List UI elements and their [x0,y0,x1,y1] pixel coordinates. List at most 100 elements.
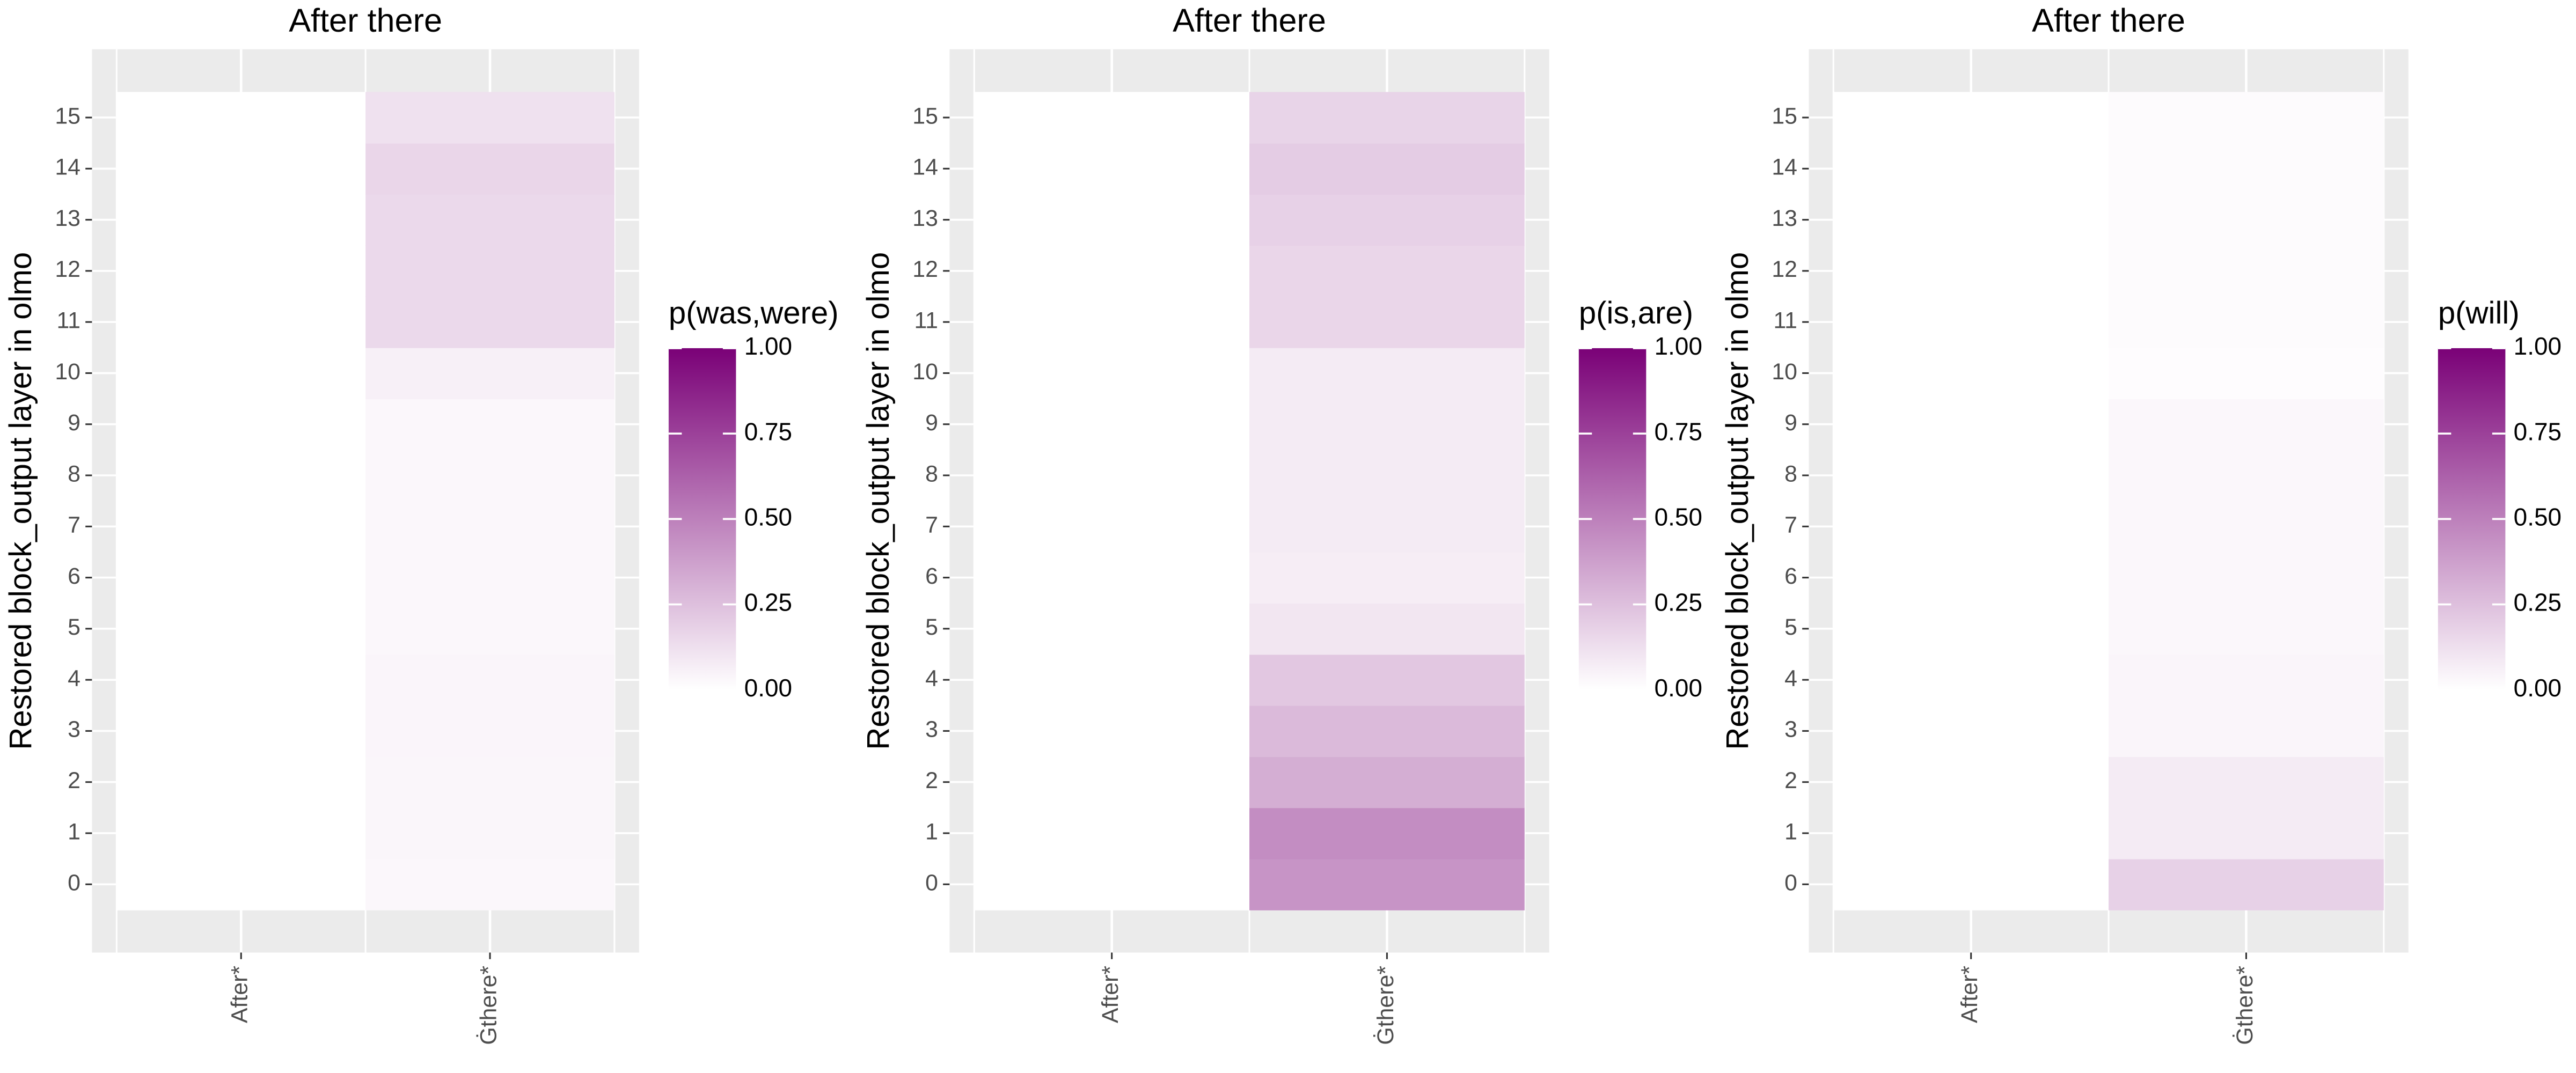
heat-cell [1249,194,1525,246]
heat-cell [116,194,366,246]
heat-cell [1249,705,1525,757]
heat-cell [2109,705,2384,757]
heat-cell [1249,450,1525,502]
heat-cell [116,347,366,400]
heat-cell [1249,143,1525,195]
y-tick-label: 7 [1784,512,1797,538]
colorbar-tick-label: 1.00 [744,332,792,360]
heat-cell [365,858,614,910]
y-axis-title: Restored block_output layer in olmo [1720,252,1755,750]
heat-cell [1833,450,2109,502]
heat-cell [116,245,366,297]
y-tick-label: 2 [68,768,80,793]
y-tick-label: 4 [925,665,938,691]
heat-cell [116,705,366,757]
y-tick-label: 9 [1784,410,1797,436]
heat-cell [1249,858,1525,910]
y-tick-label: 0 [1784,870,1797,896]
y-tick-label: 7 [68,512,80,538]
heat-cell [365,194,614,246]
legend-title: p(will) [2438,296,2520,330]
chart-title: After there [2032,2,2185,39]
heat-cell [116,858,366,910]
heat-cell [974,756,1250,809]
heat-cell [2109,143,2384,195]
heat-cell [2109,552,2384,604]
heat-cell [1833,807,2109,859]
y-tick-label: 10 [912,359,938,385]
heat-cell [1249,501,1525,553]
colorbar-tick-label: 0.25 [1655,589,1702,616]
heat-cell [116,450,366,502]
heat-cell [974,194,1250,246]
heat-cell [365,245,614,297]
y-tick-label: 14 [912,155,938,180]
heat-cell [116,654,366,706]
heat-cell [1249,603,1525,655]
heat-cell [116,807,366,859]
y-tick-label: 1 [1784,819,1797,844]
y-tick-label: 13 [1772,205,1797,231]
y-tick-label: 3 [68,717,80,743]
heat-cell [365,399,614,451]
heat-cell [1833,552,2109,604]
chart-title: After there [289,2,442,39]
y-tick-label: 8 [1784,461,1797,487]
heat-cell [365,552,614,604]
heat-cell [1833,654,2109,706]
y-tick-label: 6 [1784,563,1797,589]
heat-cell [2109,245,2384,297]
heat-cell [365,807,614,859]
heat-cell [2109,807,2384,859]
heat-cell [1833,347,2109,400]
y-axis-title: Restored block_output layer in olmo [861,252,896,750]
y-tick-label: 12 [912,256,938,282]
colorbar-tick-label: 0.50 [1655,503,1702,531]
heat-cell [2109,756,2384,809]
y-tick-label: 5 [925,614,938,640]
colorbar-tick-label: 0.00 [1655,674,1702,702]
colorbar-tick-label: 0.50 [744,503,792,531]
y-tick-label: 13 [912,205,938,231]
heat-cell [974,501,1250,553]
heat-cell [974,347,1250,400]
heat-cell [365,347,614,400]
heat-cell [1249,807,1525,859]
colorbar-tick-label: 0.75 [744,417,792,445]
y-tick-label: 1 [925,819,938,844]
y-tick-label: 3 [1784,717,1797,743]
heat-cell [1833,705,2109,757]
heat-cell [1249,347,1525,400]
heat-cell [116,92,366,144]
heat-cell [974,858,1250,910]
heat-cell [116,296,366,348]
heat-cell [116,501,366,553]
heat-cell [974,705,1250,757]
heat-cell [2109,194,2384,246]
heat-cell [365,92,614,144]
y-tick-label: 7 [925,512,938,538]
heat-cell [1833,501,2109,553]
heat-cell [2109,296,2384,348]
heat-cell [116,399,366,451]
x-tick-label: After* [1097,966,1123,1023]
chart-title: After there [1173,2,1326,39]
y-tick-label: 4 [1784,665,1797,691]
heat-cell [2109,654,2384,706]
heat-cell [1833,194,2109,246]
y-tick-label: 12 [55,256,80,282]
heat-cell [365,501,614,553]
y-tick-label: 11 [1773,308,1797,334]
heat-cell [2109,858,2384,910]
heat-cell [365,603,614,655]
x-tick-label: After* [227,966,253,1023]
colorbar-tick-label: 0.25 [2514,589,2562,616]
legend-title: p(was,were) [669,296,839,330]
x-tick-label: Ġthere* [1373,966,1399,1045]
heat-cell [974,654,1250,706]
heat-cell [1249,756,1525,809]
heat-cell [974,92,1250,144]
y-tick-label: 15 [1772,103,1797,129]
y-tick-label: 10 [1772,359,1797,385]
